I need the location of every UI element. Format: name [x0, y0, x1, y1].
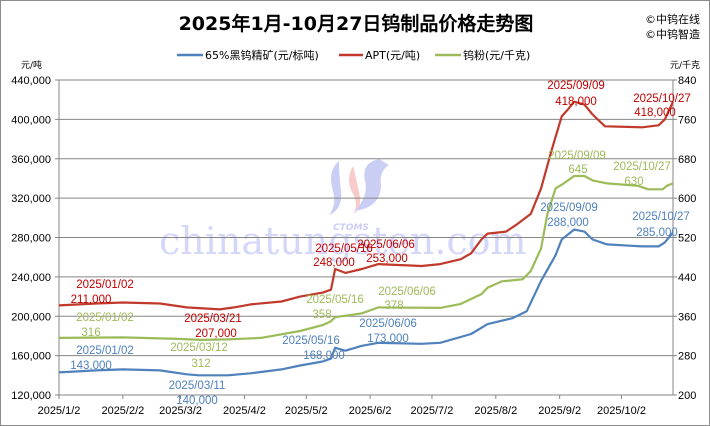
annotation-value-powder: 645 — [568, 164, 587, 176]
right-axis-unit: 元/千克 — [670, 60, 700, 71]
y-left-tick-label: 120,000 — [11, 390, 51, 402]
copyright-2: ©中钨智造 — [645, 27, 700, 41]
x-tick-label: 2025/5/2 — [285, 405, 328, 417]
annotation-value-powder: 358 — [312, 309, 331, 321]
annotation-date-concentrate: 2025/01/02 — [76, 345, 134, 357]
legend-concentrate: 65%黑钨精矿(元/标吨) — [205, 48, 319, 62]
y-right-tick-label: 520 — [678, 233, 696, 245]
left-axis-unit: 元/吨 — [21, 59, 42, 71]
y-right-tick-label: 840 — [678, 75, 696, 87]
annotation-value-apt: 207,000 — [195, 328, 237, 340]
x-tick-label: 2025/3/2 — [159, 405, 202, 417]
annotation-date-powder: 2025/03/12 — [170, 342, 228, 354]
series-lines — [58, 100, 674, 377]
y-left-tick-label: 320,000 — [11, 193, 51, 205]
x-tick-label: 2025/10/2 — [597, 405, 646, 417]
x-tick-label: 2025/8/2 — [474, 405, 517, 417]
y-right-tick-label: 200 — [678, 390, 696, 402]
annotation-value-apt: 418,000 — [634, 107, 676, 119]
legend-apt: APT(元/吨) — [365, 49, 420, 62]
annotation-date-powder: 2025/09/09 — [548, 150, 606, 162]
annotation-value-apt: 248,000 — [313, 257, 355, 269]
y-left-tick-label: 360,000 — [11, 154, 51, 166]
annotation-value-apt: 211,000 — [71, 294, 112, 306]
series-line-powder — [58, 174, 674, 341]
x-tick-label: 2025/1/2 — [38, 405, 81, 417]
ctoms-logo: CTOMS — [329, 159, 389, 233]
annotation-value-concentrate: 143,000 — [70, 360, 112, 372]
axes: 120,000 200 160,000 280 200,000 360 240,000 440… — [11, 75, 696, 417]
logo-text: CTOMS — [333, 223, 369, 233]
y-right-tick-label: 280 — [678, 351, 696, 363]
legend-powder: 钨粉(元/千克) — [463, 49, 530, 62]
y-left-tick-label: 200,000 — [11, 311, 51, 323]
annotation-date-apt: 2025/01/02 — [76, 279, 134, 291]
annotation-value-powder: 630 — [624, 176, 643, 188]
annotation-date-powder: 2025/06/06 — [378, 286, 436, 298]
legend: 65%黑钨精矿(元/标吨) APT(元/吨) 钨粉(元/千克) — [177, 48, 530, 62]
y-right-tick-label: 760 — [678, 114, 696, 126]
annotation-date-concentrate: 2025/09/09 — [540, 202, 598, 214]
y-left-tick-label: 160,000 — [11, 351, 51, 363]
copyright-1: ©中钨在线 — [645, 12, 700, 26]
x-tick-label: 2025/4/2 — [223, 405, 266, 417]
annotation-date-concentrate: 2025/10/27 — [632, 211, 690, 223]
annotation-date-powder: 2025/01/02 — [76, 312, 134, 324]
x-tick-label: 2025/7/2 — [411, 405, 454, 417]
y-right-tick-label: 360 — [678, 311, 696, 323]
y-left-tick-label: 400,000 — [11, 114, 51, 126]
annotation-date-powder: 2025/05/16 — [306, 294, 364, 306]
annotations: 2025/01/02 211,000 2025/03/21 207,000 2025/0… — [70, 80, 691, 407]
grid — [59, 79, 673, 357]
annotation-value-powder: 378 — [384, 300, 403, 312]
annotation-value-apt: 418,000 — [555, 96, 597, 108]
y-left-tick-label: 440,000 — [11, 75, 51, 87]
annotation-value-concentrate: 288,000 — [547, 217, 589, 229]
annotation-value-apt: 253,000 — [366, 253, 408, 265]
annotation-date-apt: 2025/09/09 — [547, 80, 605, 92]
annotation-value-concentrate: 168,000 — [303, 350, 345, 362]
series-line-apt — [58, 100, 674, 311]
y-right-tick-label: 440 — [678, 272, 696, 284]
annotation-date-concentrate: 2025/03/11 — [169, 380, 226, 392]
annotation-date-powder: 2025/10/27 — [613, 161, 671, 173]
x-tick-label: 2025/6/2 — [349, 405, 392, 417]
y-right-tick-label: 680 — [678, 154, 696, 166]
annotation-date-concentrate: 2025/05/16 — [282, 335, 340, 347]
annotation-date-apt: 2025/03/21 — [184, 313, 242, 325]
series-line-concentrate — [58, 228, 674, 377]
annotation-date-apt: 2025/05/16 — [315, 243, 373, 255]
annotation-value-powder: 316 — [81, 327, 100, 339]
y-right-tick-label: 600 — [678, 193, 696, 205]
chart-title: 2025年1月-10月27日钨制品价格走势图 — [179, 12, 534, 35]
annotation-value-concentrate: 285,000 — [636, 227, 678, 239]
annotation-date-apt: 2025/06/06 — [357, 239, 415, 251]
x-tick-label: 2025/9/2 — [538, 405, 581, 417]
y-left-tick-label: 240,000 — [11, 272, 51, 284]
annotation-value-concentrate: 140,000 — [176, 395, 218, 407]
annotation-date-apt: 2025/10/27 — [633, 93, 691, 105]
y-left-tick-label: 280,000 — [11, 233, 51, 245]
annotation-date-concentrate: 2025/06/06 — [359, 318, 417, 330]
annotation-value-concentrate: 173,000 — [367, 333, 409, 345]
x-tick-label: 2025/2/2 — [101, 405, 144, 417]
annotation-value-powder: 312 — [191, 358, 210, 370]
